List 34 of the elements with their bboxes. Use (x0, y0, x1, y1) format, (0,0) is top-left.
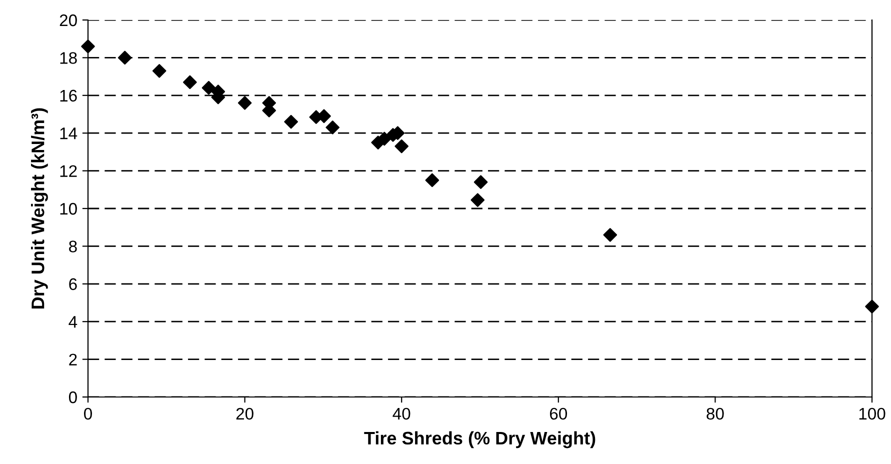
x-tick-label: 80 (706, 408, 724, 420)
y-tick-label: 16 (60, 90, 77, 102)
point (118, 50, 132, 65)
x-axis-title: Tire Shreds (% Dry Weight) (364, 431, 596, 448)
y-tick-label: 20 (60, 14, 77, 26)
point (377, 132, 392, 146)
x-tick-label: 100 (859, 408, 886, 420)
point (603, 228, 618, 242)
point (284, 114, 298, 129)
point (474, 175, 488, 190)
y-tick-label: 2 (69, 354, 77, 366)
y-tick-label: 12 (60, 165, 77, 177)
point (865, 300, 879, 314)
point (425, 173, 440, 188)
y-tick-label: 10 (60, 202, 77, 215)
y-tick-label: 18 (60, 52, 77, 64)
y-tick-label: 14 (60, 128, 78, 140)
y-tick-label: 4 (68, 316, 78, 328)
x-tick-label: 20 (236, 408, 254, 420)
x-tick-label: 0 (84, 408, 92, 420)
y-tick-label: 0 (68, 391, 77, 404)
y-axis-title: Dry Unit Weight (kN/m³) (31, 108, 48, 308)
point (152, 64, 166, 78)
y-tick-label: 8 (69, 240, 77, 252)
x-tick-label: 60 (550, 408, 568, 420)
point (183, 75, 197, 90)
point (470, 193, 485, 207)
point (238, 96, 252, 110)
point (394, 139, 409, 154)
point (81, 39, 95, 54)
point (202, 80, 216, 95)
y-tick-label: 6 (69, 278, 77, 290)
x-tick-label: 40 (392, 408, 410, 420)
point (326, 120, 340, 134)
